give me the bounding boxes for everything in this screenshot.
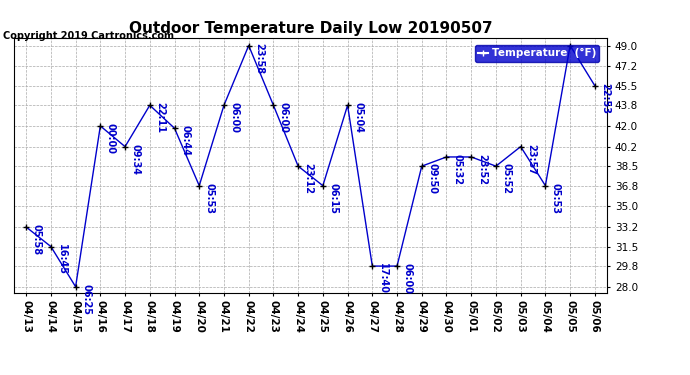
Text: 09:50: 09:50	[427, 164, 437, 194]
Text: 06:25: 06:25	[81, 284, 91, 315]
Text: 05:58: 05:58	[32, 224, 41, 255]
Text: 06:44: 06:44	[180, 126, 190, 156]
Text: 05:53: 05:53	[205, 183, 215, 214]
Text: 06:00: 06:00	[402, 263, 413, 294]
Text: 22:53: 22:53	[600, 83, 611, 114]
Text: 16:45: 16:45	[57, 244, 66, 275]
Text: 06:15: 06:15	[328, 183, 338, 214]
Text: 05:04: 05:04	[353, 102, 363, 134]
Text: 09:34: 09:34	[130, 144, 141, 175]
Text: 05:32: 05:32	[452, 154, 462, 185]
Text: 05:53: 05:53	[551, 183, 561, 214]
Text: 22:11: 22:11	[155, 102, 166, 134]
Text: Copyright 2019 Cartronics.com: Copyright 2019 Cartronics.com	[3, 32, 175, 41]
Text: 17:40: 17:40	[378, 263, 388, 294]
Text: 05:52: 05:52	[502, 164, 511, 194]
Text: 06:00: 06:00	[230, 102, 239, 134]
Text: 23:12: 23:12	[304, 164, 314, 194]
Legend: Temperature  (°F): Temperature (°F)	[475, 45, 599, 62]
Text: 23:58: 23:58	[254, 43, 264, 74]
Title: Outdoor Temperature Daily Low 20190507: Outdoor Temperature Daily Low 20190507	[129, 21, 492, 36]
Text: 23:57: 23:57	[526, 144, 536, 175]
Text: 00:00: 00:00	[106, 123, 116, 154]
Text: 23:52: 23:52	[477, 154, 486, 185]
Text: 06:00: 06:00	[279, 102, 289, 134]
